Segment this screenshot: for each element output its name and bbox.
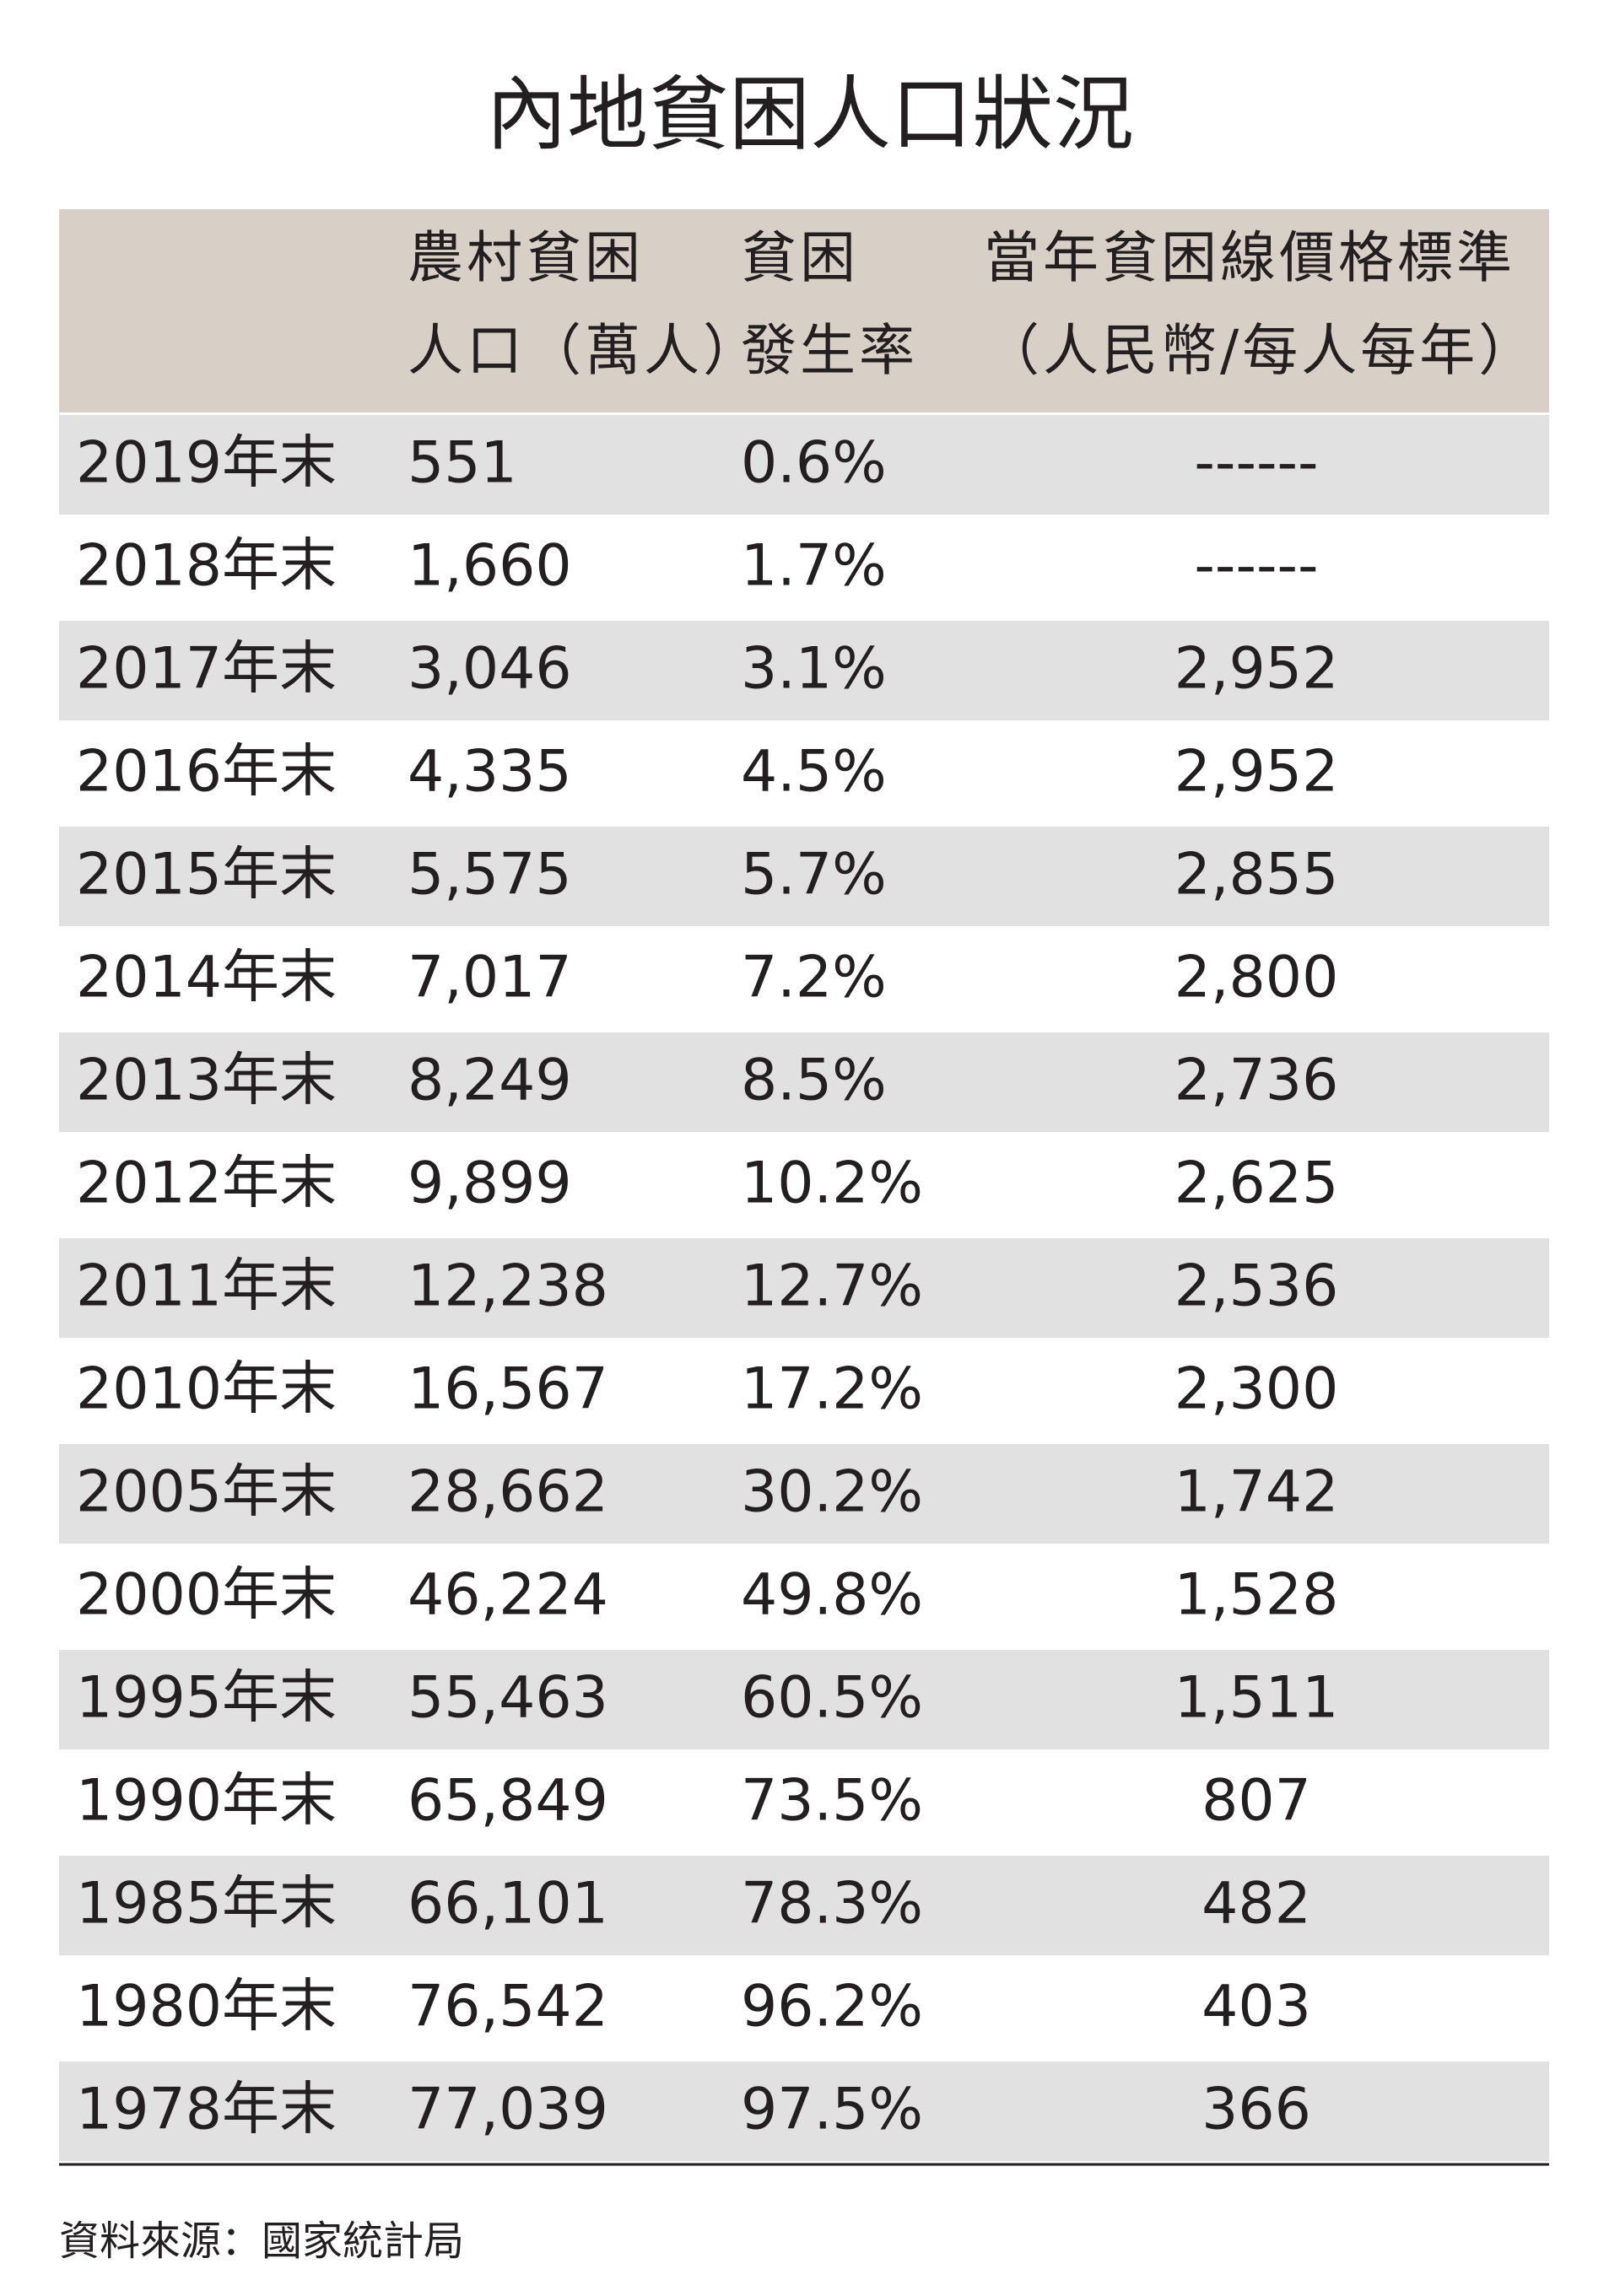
row-stripe	[59, 2062, 1549, 2161]
column-header: （人民幣/每人每年）	[984, 318, 1537, 383]
cell: 10.2%	[741, 1151, 923, 1217]
cell: 2,625	[1174, 1151, 1339, 1217]
row-stripe	[59, 621, 1549, 720]
cell: 366	[1202, 2077, 1311, 2143]
row-label: 2019年末	[76, 430, 337, 497]
cell: 46,224	[408, 1562, 608, 1629]
cell: 2,952	[1174, 636, 1339, 703]
cell: 7.2%	[741, 945, 887, 1011]
row-label: 2018年末	[76, 533, 337, 600]
cell: 1,660	[408, 533, 572, 600]
cell: 2,855	[1174, 842, 1339, 908]
column-header: 當年貧困線價格標準	[984, 225, 1515, 290]
title: 內地貧困人口狀況	[486, 67, 1134, 161]
cell: 3,046	[408, 636, 572, 703]
cell: 12.7%	[741, 1253, 923, 1320]
cell: 551	[408, 430, 517, 497]
cell: 16,567	[408, 1356, 608, 1423]
column-header: 貧困	[741, 225, 859, 290]
cell: 30.2%	[741, 1459, 923, 1526]
cell: 73.5%	[741, 1768, 923, 1835]
cell: 2,300	[1174, 1356, 1339, 1423]
cell: 4,335	[408, 739, 572, 806]
row-label: 1985年末	[76, 1871, 337, 1938]
cell: 8,249	[408, 1048, 572, 1114]
row-label: 2015年末	[76, 842, 337, 908]
cell: 807	[1202, 1768, 1311, 1835]
cell: 3.1%	[741, 636, 887, 703]
row-label: 2011年末	[76, 1253, 337, 1320]
row-label: 1978年末	[76, 2077, 337, 2143]
row-stripe	[59, 1238, 1549, 1338]
cell: 2,736	[1174, 1048, 1339, 1114]
row-label: 2013年末	[76, 1048, 337, 1114]
cell: ------	[1194, 533, 1318, 600]
column-header: 農村貧困	[408, 225, 644, 290]
row-stripe	[59, 1856, 1549, 1955]
cell: 28,662	[408, 1459, 608, 1526]
cell: 60.5%	[741, 1665, 923, 1732]
source: 資料來源：國家統計局	[59, 2218, 464, 2265]
cell: 9,899	[408, 1151, 572, 1217]
cell: 12,238	[408, 1253, 608, 1320]
row-label: 2012年末	[76, 1151, 337, 1217]
cell: 2,952	[1174, 739, 1339, 806]
row-label: 2005年末	[76, 1459, 337, 1526]
cell: 97.5%	[741, 2077, 923, 2143]
row-label: 2000年末	[76, 1562, 337, 1629]
column-header: 發生率	[741, 318, 918, 383]
row-stripe	[59, 1032, 1549, 1132]
row-stripe	[59, 1650, 1549, 1749]
cell: 96.2%	[741, 1974, 923, 2040]
cell: 49.8%	[741, 1562, 923, 1629]
cell: 17.2%	[741, 1356, 923, 1423]
cell: 8.5%	[741, 1048, 887, 1114]
cell: 65,849	[408, 1768, 608, 1835]
row-label: 1995年末	[76, 1665, 337, 1732]
cell: ------	[1194, 430, 1318, 497]
column-header: 人口（萬人）	[408, 318, 762, 383]
cell: 5,575	[408, 842, 572, 908]
cell: 1,511	[1174, 1665, 1339, 1732]
cell: 7,017	[408, 945, 572, 1011]
row-stripe	[59, 1444, 1549, 1544]
row-stripe	[59, 415, 1549, 515]
cell: 78.3%	[741, 1871, 923, 1938]
cell: 403	[1202, 1974, 1311, 2040]
cell: 55,463	[408, 1665, 608, 1732]
cell: 2,536	[1174, 1253, 1339, 1320]
cell: 1,742	[1174, 1459, 1339, 1526]
cell: 4.5%	[741, 739, 887, 806]
cell: 1.7%	[741, 533, 887, 600]
row-label: 2014年末	[76, 945, 337, 1011]
row-label: 2016年末	[76, 739, 337, 806]
row-label: 1980年末	[76, 1974, 337, 2040]
row-label: 1990年末	[76, 1768, 337, 1835]
cell: 77,039	[408, 2077, 608, 2143]
cell: 5.7%	[741, 842, 887, 908]
cell: 0.6%	[741, 430, 887, 497]
cell: 66,101	[408, 1871, 608, 1938]
cell: 2,800	[1174, 945, 1339, 1011]
row-stripe	[59, 827, 1549, 926]
row-label: 2017年末	[76, 636, 337, 703]
cell: 76,542	[408, 1974, 608, 2040]
cell: 482	[1202, 1871, 1311, 1938]
cell: 1,528	[1174, 1562, 1339, 1629]
row-label: 2010年末	[76, 1356, 337, 1423]
header-band	[59, 209, 1549, 412]
